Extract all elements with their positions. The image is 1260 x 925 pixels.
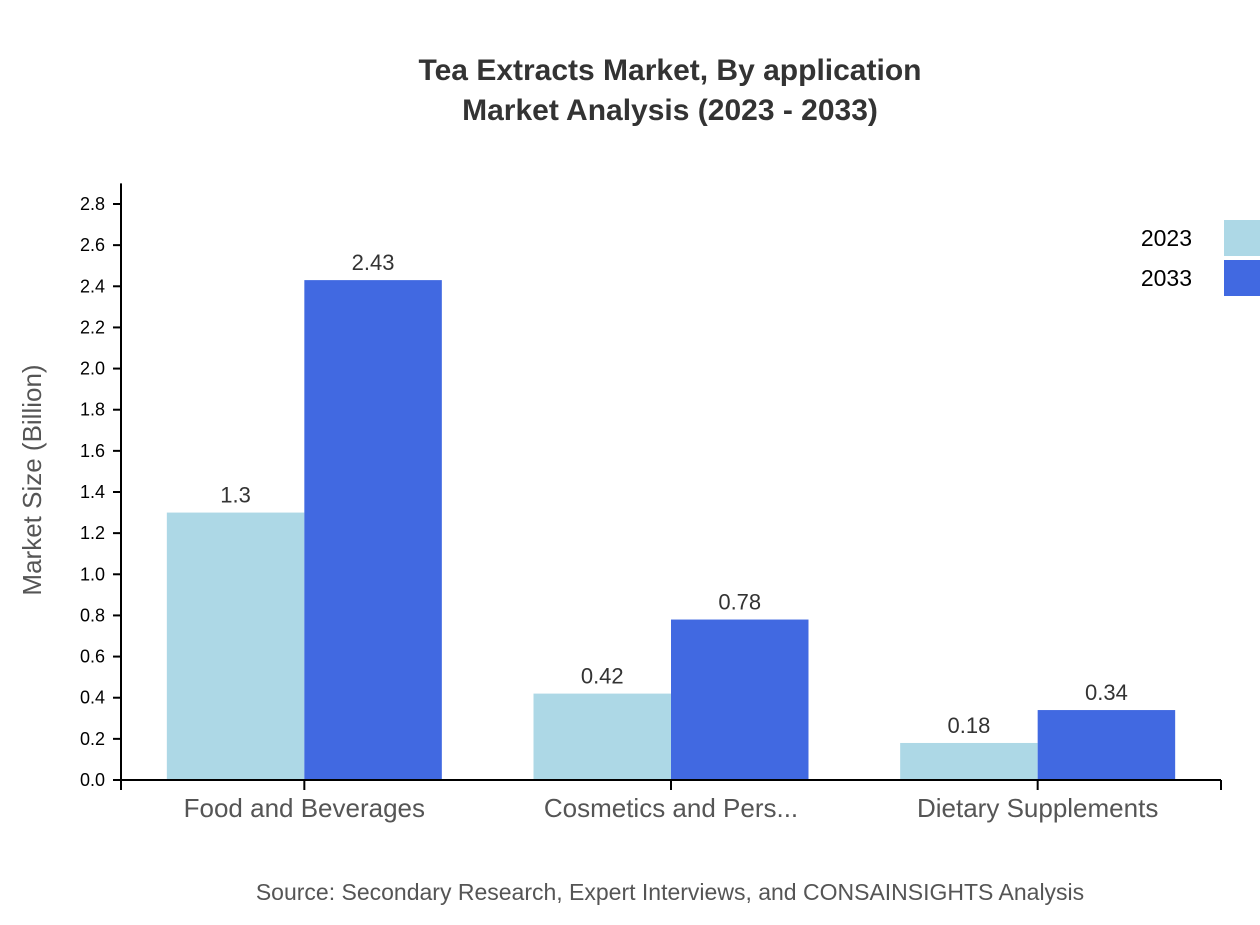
y-tick-label: 2.4 (80, 276, 105, 296)
y-tick-label: 2.0 (80, 359, 105, 379)
bar-2033-1 (671, 619, 809, 780)
legend-label: 2023 (1141, 225, 1192, 251)
legend-swatch (1224, 260, 1260, 296)
bar-2023-1 (533, 693, 671, 780)
y-tick-label: 0.8 (80, 605, 105, 625)
y-tick-label: 1.2 (80, 523, 105, 543)
bar-data-label: 0.42 (581, 664, 624, 689)
chart-title-line-1: Tea Extracts Market, By application (419, 54, 922, 87)
bar-2033-2 (1037, 710, 1176, 780)
y-tick-label: 2.6 (80, 235, 105, 255)
x-tick-label: Dietary Supplements (917, 793, 1158, 823)
y-tick-label: 2.2 (80, 317, 105, 337)
bar-2023-2 (900, 742, 1038, 780)
bar-data-label: 0.78 (718, 590, 761, 615)
bar-data-label: 0.34 (1085, 680, 1128, 705)
legend-swatch (1224, 220, 1260, 256)
source-note: Source: Secondary Research, Expert Inter… (256, 879, 1084, 905)
chart-title-line-2: Market Analysis (2023 - 2033) (462, 94, 878, 127)
y-tick-label: 0.2 (80, 729, 105, 749)
x-tick-label: Cosmetics and Pers... (544, 793, 798, 823)
y-axis-label: Market Size (Billion) (17, 364, 47, 595)
y-tick-label: 0.6 (80, 647, 105, 667)
y-tick-label: 1.0 (80, 564, 105, 584)
bar-data-label: 0.18 (948, 713, 991, 738)
legend-label: 2033 (1141, 265, 1192, 291)
y-tick-label: 0.0 (80, 770, 105, 790)
bar-2033-0 (304, 280, 442, 780)
bar-data-label: 2.43 (352, 250, 395, 275)
y-tick-label: 2.8 (80, 194, 105, 214)
x-tick-label: Food and Beverages (184, 793, 425, 823)
y-tick-label: 0.4 (80, 688, 105, 708)
y-tick-label: 1.6 (80, 441, 105, 461)
y-tick-label: 1.8 (80, 400, 105, 420)
bar-data-label: 1.3 (220, 483, 251, 508)
bar-2023-0 (166, 512, 305, 780)
y-tick-label: 1.4 (80, 482, 105, 502)
